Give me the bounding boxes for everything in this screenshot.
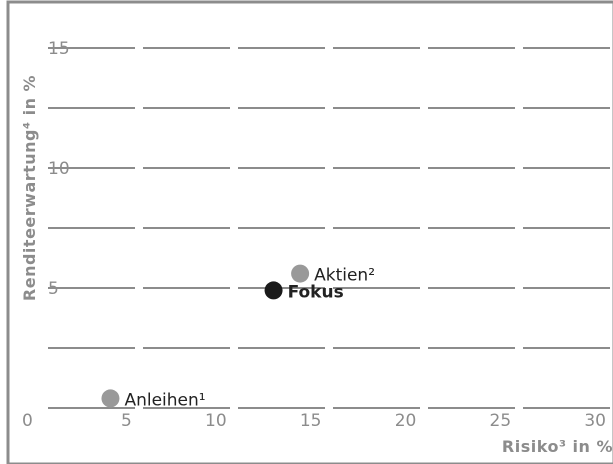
chart-frame [6, 0, 613, 464]
x-axis-label: Risiko³ in % [502, 437, 613, 456]
data-point [264, 281, 283, 300]
y-axis-label: Renditeerwartung⁴ in % [20, 75, 39, 301]
x-tick-label: 15 [300, 411, 322, 431]
data-point-label: Fokus [288, 282, 344, 302]
x-tick-label: 20 [395, 411, 417, 431]
y-tick-label: 5 [48, 279, 59, 299]
y-tick-label: 0 [22, 411, 33, 431]
x-tick-label: 10 [205, 411, 227, 431]
data-point-label: Aktien² [314, 266, 375, 286]
y-tick-label: 10 [48, 159, 70, 179]
y-tick-label: 15 [48, 39, 70, 59]
x-tick-label: 30 [584, 411, 606, 431]
y-tick-labels: 0 5 10 15 [22, 39, 70, 431]
x-tick-labels: 5 10 15 20 25 30 [121, 411, 606, 431]
data-point-label: Anleihen¹ [124, 390, 205, 410]
data-point [291, 264, 310, 283]
x-tick-label: 5 [121, 411, 132, 431]
data-point [101, 389, 120, 408]
x-tick-label: 25 [490, 411, 512, 431]
grid-lines [48, 47, 613, 409]
